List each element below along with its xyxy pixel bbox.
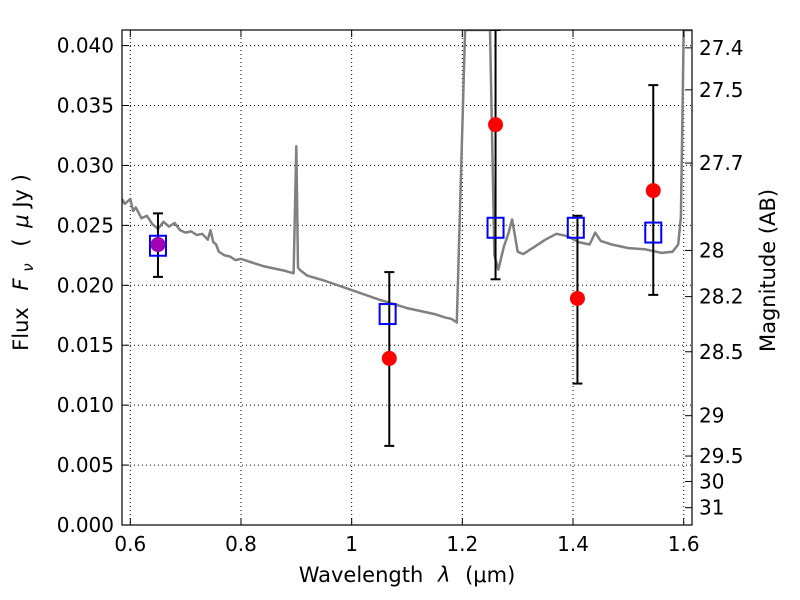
grid bbox=[122, 30, 692, 525]
plot-frame bbox=[121, 29, 693, 526]
model-photometry-square bbox=[378, 303, 397, 326]
x-tick-label: 1.6 bbox=[668, 532, 700, 556]
mag-tick-label: 27.5 bbox=[699, 78, 744, 102]
data-points bbox=[148, 30, 663, 447]
mag-tick-label: 28.2 bbox=[699, 285, 744, 309]
mag-tick-label: 27.4 bbox=[699, 36, 744, 60]
observed-flux-point bbox=[488, 117, 504, 133]
x-tick-label: 1.4 bbox=[557, 532, 589, 556]
model-photometry-square bbox=[644, 221, 663, 244]
y-tick-label: 0.005 bbox=[57, 453, 114, 477]
model-photometry-square bbox=[486, 216, 505, 239]
y-tick-label: 0.010 bbox=[57, 393, 114, 417]
y-axis-label-mu: μ bbox=[9, 214, 33, 228]
model-spectrum-line bbox=[122, 30, 692, 324]
y-tick-label: 0.020 bbox=[57, 273, 114, 297]
mag-tick-label: 28 bbox=[699, 238, 724, 262]
x-axis-label-text: Wavelength bbox=[299, 563, 424, 587]
x-tick-label: 0.6 bbox=[114, 532, 146, 556]
mag-tick-label: 27.7 bbox=[699, 151, 744, 175]
x-axis-label-unit: (μm) bbox=[465, 563, 515, 587]
model-photometry-square bbox=[148, 234, 167, 257]
y-tick-label: 0.035 bbox=[57, 94, 114, 118]
x-tick-label: 0.8 bbox=[225, 532, 257, 556]
mag-tick-label: 29 bbox=[699, 404, 724, 428]
observed-flux-point bbox=[150, 237, 166, 253]
model-photometry-square bbox=[566, 216, 585, 239]
magnitude-axis-label: Magnitude (AB) bbox=[756, 189, 780, 352]
x-axis-label-lambda: λ bbox=[437, 563, 450, 587]
observed-flux-point bbox=[645, 183, 661, 199]
y-axis-label: Flux F ν ( μ Jy ) bbox=[9, 174, 38, 351]
y-axis-label-nu: ν bbox=[19, 263, 37, 271]
y-axis-label-text: Flux bbox=[9, 307, 33, 351]
mag-tick-label: 31 bbox=[699, 496, 724, 520]
axis-ticks: 0.6 0.8 1 1.2 1.4 1.6 0.000 0.005 0.010 0.015 0.02… bbox=[57, 30, 744, 556]
x-tick-label: 1 bbox=[345, 532, 358, 556]
plot-area bbox=[122, 30, 692, 324]
mag-tick-label: 28.5 bbox=[699, 340, 744, 364]
x-tick-label: 1.2 bbox=[446, 532, 478, 556]
y-tick-label: 0.000 bbox=[57, 513, 114, 537]
y-axis-label-unit: Jy ) bbox=[9, 174, 33, 210]
y-tick-label: 0.040 bbox=[57, 34, 114, 58]
observed-flux-point bbox=[381, 350, 397, 366]
y-tick-label: 0.015 bbox=[57, 333, 114, 357]
mag-tick-label: 29.5 bbox=[699, 444, 744, 468]
y-axis-label-f: F bbox=[9, 277, 33, 290]
x-axis-label: Wavelength λ (μm) bbox=[299, 563, 516, 587]
mag-tick-label: 30 bbox=[699, 469, 724, 493]
y-tick-label: 0.030 bbox=[57, 153, 114, 177]
y-axis-label-paren: ( bbox=[9, 238, 33, 246]
y-tick-label: 0.025 bbox=[57, 213, 114, 237]
observed-flux-point bbox=[569, 290, 585, 306]
